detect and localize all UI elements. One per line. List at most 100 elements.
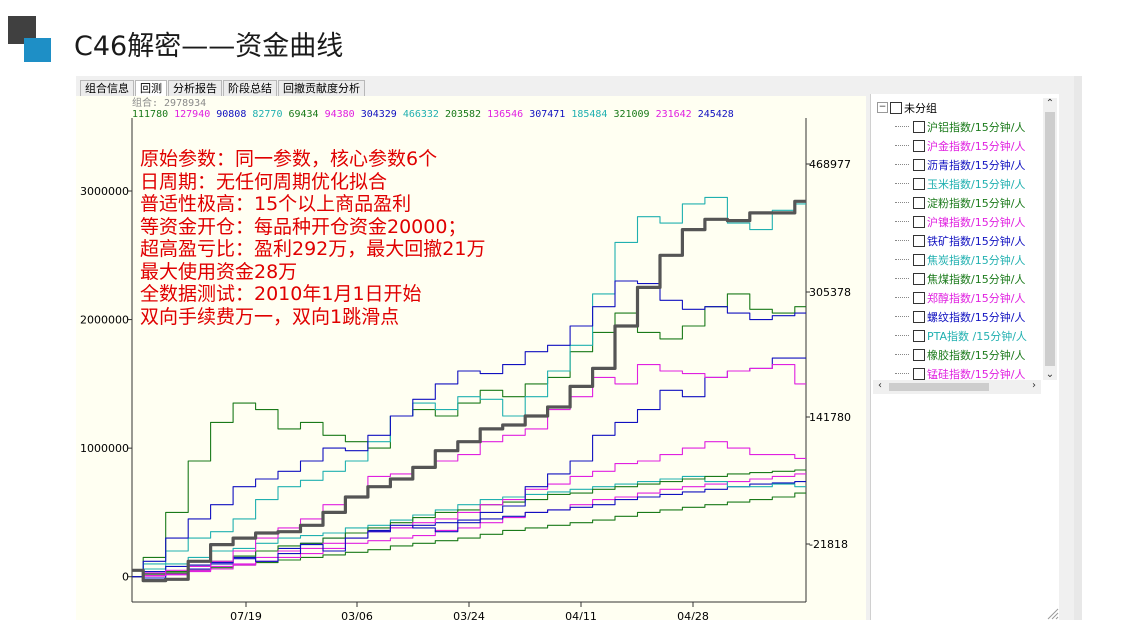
instrument-equity-line — [132, 293, 806, 578]
tree-item-instrument[interactable]: 铁矿指数/15分钟/人 — [873, 231, 1041, 250]
tree-item-label: 郑醇指数/15分钟/人 — [927, 291, 1026, 305]
tree-item-instrument[interactable]: 郑醇指数/15分钟/人 — [873, 288, 1041, 307]
tree-item-checkbox[interactable] — [913, 291, 925, 304]
annotation-line: 全数据测试：2010年1月1日开始 — [140, 283, 422, 305]
tree-item-checkbox[interactable] — [913, 139, 925, 152]
tab-stage-summary[interactable]: 阶段总结 — [223, 80, 277, 98]
legend-series-value: 203582 — [444, 109, 482, 120]
legend-series-value: 231642 — [655, 109, 692, 120]
scroll-thumb[interactable] — [1045, 112, 1055, 366]
tree-item-instrument[interactable]: 沪铝指数/15分钟/人 — [873, 117, 1041, 136]
tree-vertical-scrollbar[interactable]: ⌃ ⌄ — [1043, 98, 1057, 380]
tree-item-checkbox[interactable] — [913, 348, 925, 361]
tree-item-checkbox[interactable] — [913, 234, 925, 247]
scroll-up-icon[interactable]: ⌃ — [1045, 98, 1055, 109]
tree-item-instrument[interactable]: 锰硅指数/15分钟/人 — [873, 364, 1041, 380]
tree-item-label: 沪铝指数/15分钟/人 — [927, 120, 1026, 134]
instrument-tree: − 未分组 沪铝指数/15分钟/人 沪金指数/15分钟/人 沥青指数/15分钟/人玉… — [873, 98, 1041, 380]
resize-grip-icon[interactable] — [1045, 606, 1059, 620]
annotation-line: 最大使用资金28万 — [140, 260, 298, 283]
tab-bar: 组合信息 回测 分析报告 阶段总结 回撤贡献度分析 — [80, 80, 365, 98]
tree-item-label: 铁矿指数/15分钟/人 — [927, 234, 1026, 248]
tree-item-instrument[interactable]: 焦煤指数/15分钟/人 — [873, 269, 1041, 288]
legend-series-value: 111780 — [132, 109, 169, 120]
y-tick-label: 0 — [122, 571, 129, 584]
legend-series-value: 127940 — [174, 109, 211, 120]
tree-item-label: 玉米指数/15分钟/人 — [927, 177, 1026, 191]
tree-item-checkbox[interactable] — [913, 196, 925, 209]
chart-legend: 组合: 2978934 111780 127940 90808 82770 69434 9… — [132, 98, 822, 120]
legend-series-value: 466332 — [402, 109, 439, 120]
equity-chart[interactable]: 3000000 2000000 1000000 0 468977 305378 141780… — [76, 96, 866, 620]
tree-horizontal-scrollbar[interactable]: ‹ › — [873, 380, 1041, 394]
annotation-line: 原始参数：同一参数，核心参数6个 — [140, 148, 438, 170]
scroll-right-icon[interactable]: › — [1032, 380, 1036, 391]
tree-item-checkbox[interactable] — [913, 310, 925, 323]
tree-item-label: 焦炭指数/15分钟/人 — [927, 253, 1026, 267]
scroll-thumb[interactable] — [889, 383, 989, 391]
tree-item-instrument[interactable]: 玉米指数/15分钟/人 — [873, 174, 1041, 193]
instrument-tree-panel: − 未分组 沪铝指数/15分钟/人 沪金指数/15分钟/人 沥青指数/15分钟/人玉… — [870, 94, 1059, 620]
legend-series-value: 304329 — [360, 109, 397, 120]
legend-series-value: 307471 — [529, 109, 566, 120]
tree-item-label: 淀粉指数/15分钟/人 — [927, 196, 1026, 210]
tree-item-instrument[interactable]: 沥青指数/15分钟/人 — [873, 155, 1041, 174]
annotation-line: 双向手续费万一，双向1跳滑点 — [140, 305, 400, 328]
right-tick-label: -21818 — [809, 538, 848, 551]
tree-item-checkbox[interactable] — [913, 367, 925, 380]
window-edge — [1074, 76, 1082, 620]
legend-series-value: 94380 — [324, 109, 355, 120]
instrument-equity-line — [132, 441, 806, 578]
tree-item-checkbox[interactable] — [913, 253, 925, 266]
instrument-equity-line — [132, 481, 806, 579]
tree-item-label: 锰硅指数/15分钟/人 — [927, 367, 1026, 381]
y-tick-label: 3000000 — [80, 185, 129, 198]
tree-item-checkbox[interactable] — [913, 158, 925, 171]
legend-series-value: 321009 — [613, 109, 650, 120]
tree-item-instrument[interactable]: 淀粉指数/15分钟/人 — [873, 193, 1041, 212]
tree-root-label: 未分组 — [904, 101, 937, 115]
slide-title: C46解密——资金曲线 — [74, 31, 344, 62]
tree-root-checkbox[interactable] — [890, 101, 902, 114]
right-tick-label: 141780 — [809, 411, 851, 424]
tree-item-instrument[interactable]: 橡胶指数/15分钟/人 — [873, 345, 1041, 364]
tree-item-label: 沥青指数/15分钟/人 — [927, 158, 1026, 172]
tree-item-checkbox[interactable] — [913, 329, 925, 342]
instrument-equity-line — [132, 475, 806, 578]
x-tick-label: 04/11 — [565, 610, 597, 620]
tree-item-checkbox[interactable] — [913, 272, 925, 285]
tree-item-instrument[interactable]: 螺纹指数/15分钟/人 — [873, 307, 1041, 326]
instrument-equity-line — [132, 357, 806, 578]
tree-item-label: 沪镍指数/15分钟/人 — [927, 215, 1026, 229]
legend-series-value: 90808 — [216, 109, 247, 120]
x-tick-label: 03/24 — [453, 610, 485, 620]
collapse-icon[interactable]: − — [877, 102, 888, 113]
x-tick-label: 03/06 — [341, 610, 373, 620]
portfolio-equity-line — [132, 199, 806, 583]
annotation-line: 普适性极高：15个以上商品盈利 — [140, 193, 412, 215]
y-tick-label: 2000000 — [80, 314, 129, 327]
tree-item-instrument[interactable]: PTA指数 /15分钟/人 — [873, 326, 1041, 345]
annotation-line: 超高盈亏比：盈利292万，最大回撤21万 — [140, 238, 486, 260]
logo-accent-square — [24, 38, 51, 62]
tree-item-label: PTA指数 /15分钟/人 — [927, 329, 1027, 343]
tree-item-instrument[interactable]: 沪镍指数/15分钟/人 — [873, 212, 1041, 231]
instrument-equity-line — [132, 364, 806, 578]
x-tick-label: 04/28 — [677, 610, 709, 620]
legend-series-value: 82770 — [252, 109, 283, 120]
tree-item-label: 螺纹指数/15分钟/人 — [927, 310, 1026, 324]
tree-item-label: 沪金指数/15分钟/人 — [927, 139, 1026, 153]
tree-item-instrument[interactable]: 焦炭指数/15分钟/人 — [873, 250, 1041, 269]
annotation-line: 等资金开仓：每品种开仓资金20000； — [140, 215, 467, 238]
scroll-left-icon[interactable]: ‹ — [878, 380, 882, 391]
tree-root-ungrouped[interactable]: − 未分组 — [873, 98, 1041, 117]
tree-item-instrument[interactable]: 沪金指数/15分钟/人 — [873, 136, 1041, 155]
legend-portfolio-total: 组合: 2978934 — [132, 98, 207, 109]
tree-item-checkbox[interactable] — [913, 120, 925, 133]
right-tick-label: 468977 — [809, 158, 851, 171]
equity-chart-svg: 3000000 2000000 1000000 0 468977 305378 141780… — [80, 118, 851, 620]
tree-item-checkbox[interactable] — [913, 215, 925, 228]
y-tick-label: 1000000 — [80, 442, 129, 455]
tree-item-checkbox[interactable] — [913, 177, 925, 190]
scroll-down-icon[interactable]: ⌄ — [1045, 369, 1055, 380]
